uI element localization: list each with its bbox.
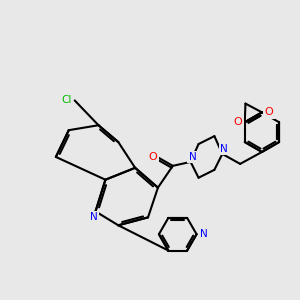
Text: N: N — [220, 144, 228, 154]
Text: N: N — [90, 212, 98, 222]
Text: O: O — [233, 117, 242, 127]
Text: O: O — [265, 107, 273, 117]
Text: N: N — [189, 152, 196, 162]
Text: O: O — [148, 152, 157, 162]
Text: Cl: Cl — [61, 95, 72, 106]
Text: N: N — [200, 229, 207, 239]
